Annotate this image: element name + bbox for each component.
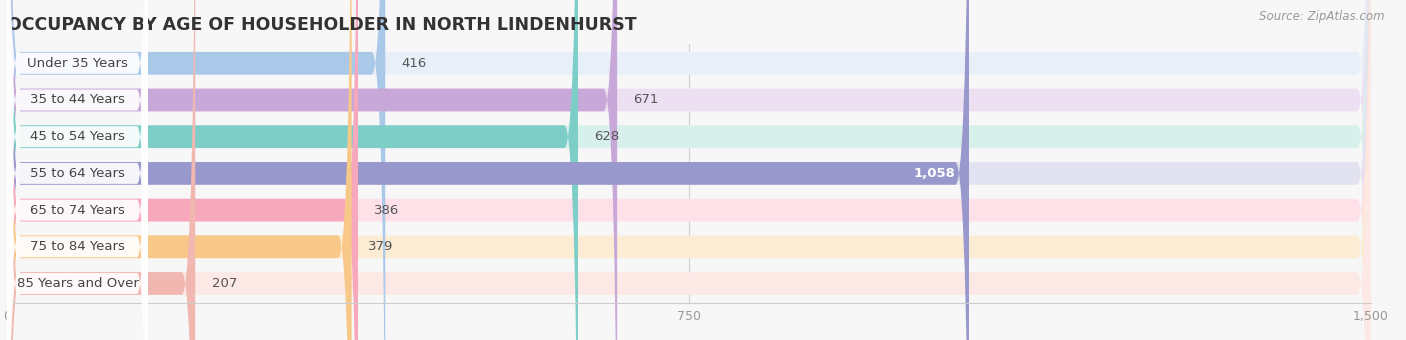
FancyBboxPatch shape	[7, 0, 969, 340]
FancyBboxPatch shape	[7, 0, 1371, 340]
Text: 1,058: 1,058	[914, 167, 955, 180]
FancyBboxPatch shape	[7, 0, 617, 340]
Text: 671: 671	[634, 94, 659, 106]
FancyBboxPatch shape	[7, 0, 1371, 340]
FancyBboxPatch shape	[7, 0, 148, 340]
Text: Under 35 Years: Under 35 Years	[27, 57, 128, 70]
FancyBboxPatch shape	[7, 0, 148, 340]
FancyBboxPatch shape	[7, 0, 578, 340]
FancyBboxPatch shape	[7, 0, 1371, 340]
FancyBboxPatch shape	[7, 0, 148, 340]
Text: 55 to 64 Years: 55 to 64 Years	[30, 167, 125, 180]
FancyBboxPatch shape	[7, 0, 1371, 340]
FancyBboxPatch shape	[7, 0, 1371, 340]
FancyBboxPatch shape	[7, 0, 148, 340]
Text: 35 to 44 Years: 35 to 44 Years	[30, 94, 125, 106]
FancyBboxPatch shape	[7, 0, 148, 340]
FancyBboxPatch shape	[7, 0, 195, 340]
FancyBboxPatch shape	[7, 0, 385, 340]
Text: OCCUPANCY BY AGE OF HOUSEHOLDER IN NORTH LINDENHURST: OCCUPANCY BY AGE OF HOUSEHOLDER IN NORTH…	[7, 16, 637, 34]
FancyBboxPatch shape	[7, 0, 148, 340]
Text: 386: 386	[374, 204, 399, 217]
Text: 45 to 54 Years: 45 to 54 Years	[30, 130, 125, 143]
Text: 416: 416	[402, 57, 427, 70]
Text: 65 to 74 Years: 65 to 74 Years	[30, 204, 125, 217]
FancyBboxPatch shape	[7, 0, 148, 340]
Text: 628: 628	[595, 130, 620, 143]
Text: Source: ZipAtlas.com: Source: ZipAtlas.com	[1260, 10, 1385, 23]
FancyBboxPatch shape	[7, 0, 359, 340]
FancyBboxPatch shape	[7, 0, 351, 340]
Text: 85 Years and Over: 85 Years and Over	[17, 277, 138, 290]
Text: 75 to 84 Years: 75 to 84 Years	[30, 240, 125, 253]
Text: 379: 379	[368, 240, 394, 253]
FancyBboxPatch shape	[7, 0, 1371, 340]
Text: 207: 207	[211, 277, 238, 290]
FancyBboxPatch shape	[7, 0, 1371, 340]
